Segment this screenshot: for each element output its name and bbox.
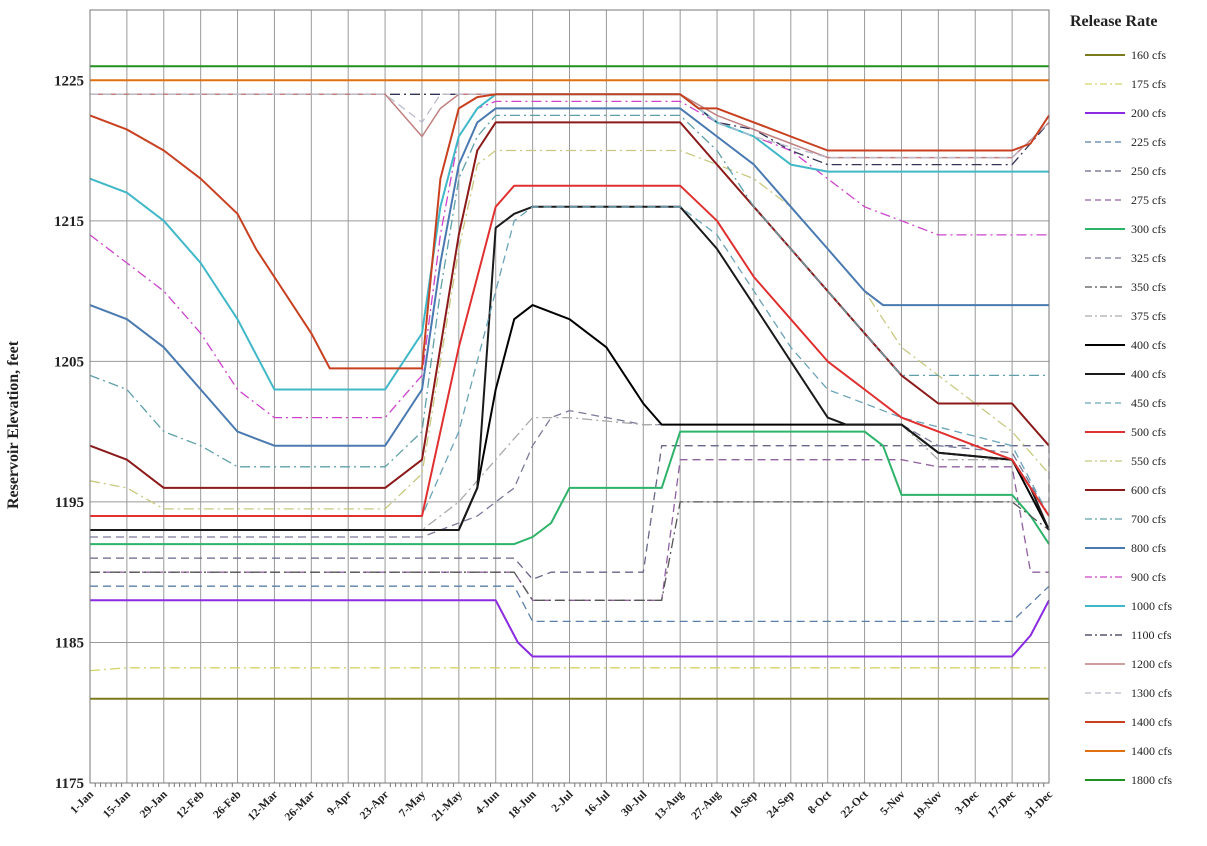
x-tick-label: 26-Mar bbox=[283, 789, 318, 824]
x-tick-label: 3-Dec bbox=[953, 789, 981, 817]
plot-border bbox=[89, 9, 1050, 784]
series-line-2 bbox=[90, 599, 1050, 658]
series-line-11 bbox=[90, 205, 1050, 531]
legend-label-10: 400 cfs bbox=[1131, 338, 1166, 352]
x-tick-label: 10-Sep bbox=[728, 789, 760, 821]
legend-label-24: 1400 cfs bbox=[1131, 744, 1172, 758]
x-tick-label: 12-Mar bbox=[246, 789, 281, 824]
legend-label-3: 225 cfs bbox=[1131, 135, 1166, 149]
x-tick-label: 31-Dec bbox=[1023, 789, 1055, 821]
y-tick-label: 1195 bbox=[55, 495, 84, 511]
legend-label-9: 375 cfs bbox=[1131, 309, 1166, 323]
legend-label-19: 1000 cfs bbox=[1131, 599, 1172, 613]
legend-label-16: 700 cfs bbox=[1131, 512, 1166, 526]
series-line-19 bbox=[89, 93, 1049, 391]
legend-label-23: 1400 cfs bbox=[1131, 715, 1172, 729]
x-tick-label: 18-Jun bbox=[506, 788, 539, 821]
x-tick-label: 12-Feb bbox=[174, 789, 206, 821]
legend-label-12: 450 cfs bbox=[1131, 396, 1166, 410]
series-line-8 bbox=[90, 501, 1050, 601]
series-line-9 bbox=[90, 416, 1050, 531]
axis-layer bbox=[89, 9, 1050, 787]
legend-label-5: 275 cfs bbox=[1131, 193, 1166, 207]
series-line-5 bbox=[90, 459, 1049, 601]
legend-label-21: 1200 cfs bbox=[1131, 657, 1172, 671]
x-tick-label: 9-Apr bbox=[325, 789, 354, 818]
x-tick-label: 22-Oct bbox=[839, 789, 871, 821]
legend-label-13: 500 cfs bbox=[1131, 425, 1166, 439]
y-tick-label: 1175 bbox=[55, 776, 84, 792]
legend-label-7: 325 cfs bbox=[1131, 251, 1166, 265]
series-line-23 bbox=[89, 93, 1050, 370]
y-tick-label: 1225 bbox=[54, 73, 84, 89]
x-tick-label: 13-Aug bbox=[652, 788, 686, 822]
legend: 160 cfs 175 cfs 200 cfs 225 cfs 250 cfs 275 c… bbox=[1085, 48, 1172, 787]
series-line-16 bbox=[89, 114, 1049, 468]
series-line-4 bbox=[90, 445, 1050, 580]
x-tick-label: 23-Apr bbox=[358, 789, 391, 822]
legend-label-8: 350 cfs bbox=[1131, 280, 1166, 294]
legend-label-0: 160 cfs bbox=[1131, 48, 1166, 62]
series-layer bbox=[89, 65, 1050, 700]
x-tick-label: 24-Sep bbox=[765, 789, 797, 821]
x-tick-label: 19-Nov bbox=[911, 788, 945, 822]
y-tick-label: 1205 bbox=[54, 354, 84, 370]
legend-label-11: 400 cfs bbox=[1131, 367, 1166, 381]
legend-label-2: 200 cfs bbox=[1131, 106, 1166, 120]
grid-layer bbox=[89, 10, 1050, 784]
series-line-13 bbox=[90, 184, 1050, 517]
legend-label-14: 550 cfs bbox=[1131, 454, 1166, 468]
x-tick-label: 8-Oct bbox=[806, 789, 834, 817]
x-tick-label: 1-Jan bbox=[68, 788, 96, 816]
y-tick-label: 1185 bbox=[55, 635, 84, 651]
legend-label-4: 250 cfs bbox=[1131, 164, 1166, 178]
x-tick-label: 2-Jul bbox=[550, 789, 576, 815]
x-tick-label: 17-Dec bbox=[986, 789, 1018, 821]
x-tick-label: 30-Jul bbox=[619, 789, 649, 819]
x-tick-label: 7-May bbox=[397, 788, 428, 819]
x-tick-label: 27-Aug bbox=[689, 788, 723, 822]
x-tick-label: 5-Nov bbox=[878, 788, 907, 817]
legend-label-17: 800 cfs bbox=[1131, 541, 1166, 555]
series-line-12 bbox=[90, 206, 1050, 517]
series-line-17 bbox=[89, 107, 1049, 447]
x-tick-labels: 1-Jan 15-Jan 29-Jan 12-Feb 26-Feb 12-Mar 26-Ma… bbox=[68, 788, 1055, 824]
legend-title: Release Rate bbox=[1070, 13, 1158, 30]
legend-label-18: 900 cfs bbox=[1131, 570, 1166, 584]
legend-label-22: 1300 cfs bbox=[1131, 686, 1172, 700]
x-tick-label: 29-Jan bbox=[138, 788, 170, 820]
legend-label-20: 1100 cfs bbox=[1131, 628, 1172, 642]
y-tick-labels: 1175 1185 1195 1205 1215 1225 bbox=[54, 73, 84, 792]
series-line-6 bbox=[90, 430, 1050, 546]
series-line-15 bbox=[89, 121, 1050, 489]
legend-label-15: 600 cfs bbox=[1131, 483, 1166, 497]
series-line-20 bbox=[90, 93, 1050, 166]
legend-label-25: 1800 cfs bbox=[1131, 773, 1172, 787]
y-tick-label: 1215 bbox=[54, 214, 84, 230]
y-axis-label: Reservoir Elevation, feet bbox=[5, 340, 22, 509]
legend-label-6: 300 cfs bbox=[1131, 222, 1166, 236]
x-tick-label: 21-May bbox=[430, 788, 465, 823]
legend-label-1: 175 cfs bbox=[1131, 77, 1166, 91]
x-tick-label: 4-Jun bbox=[473, 788, 502, 817]
x-tick-label: 26-Feb bbox=[211, 789, 243, 821]
x-tick-label: 15-Jan bbox=[101, 788, 133, 820]
x-tick-label: 16-Jul bbox=[582, 789, 612, 819]
